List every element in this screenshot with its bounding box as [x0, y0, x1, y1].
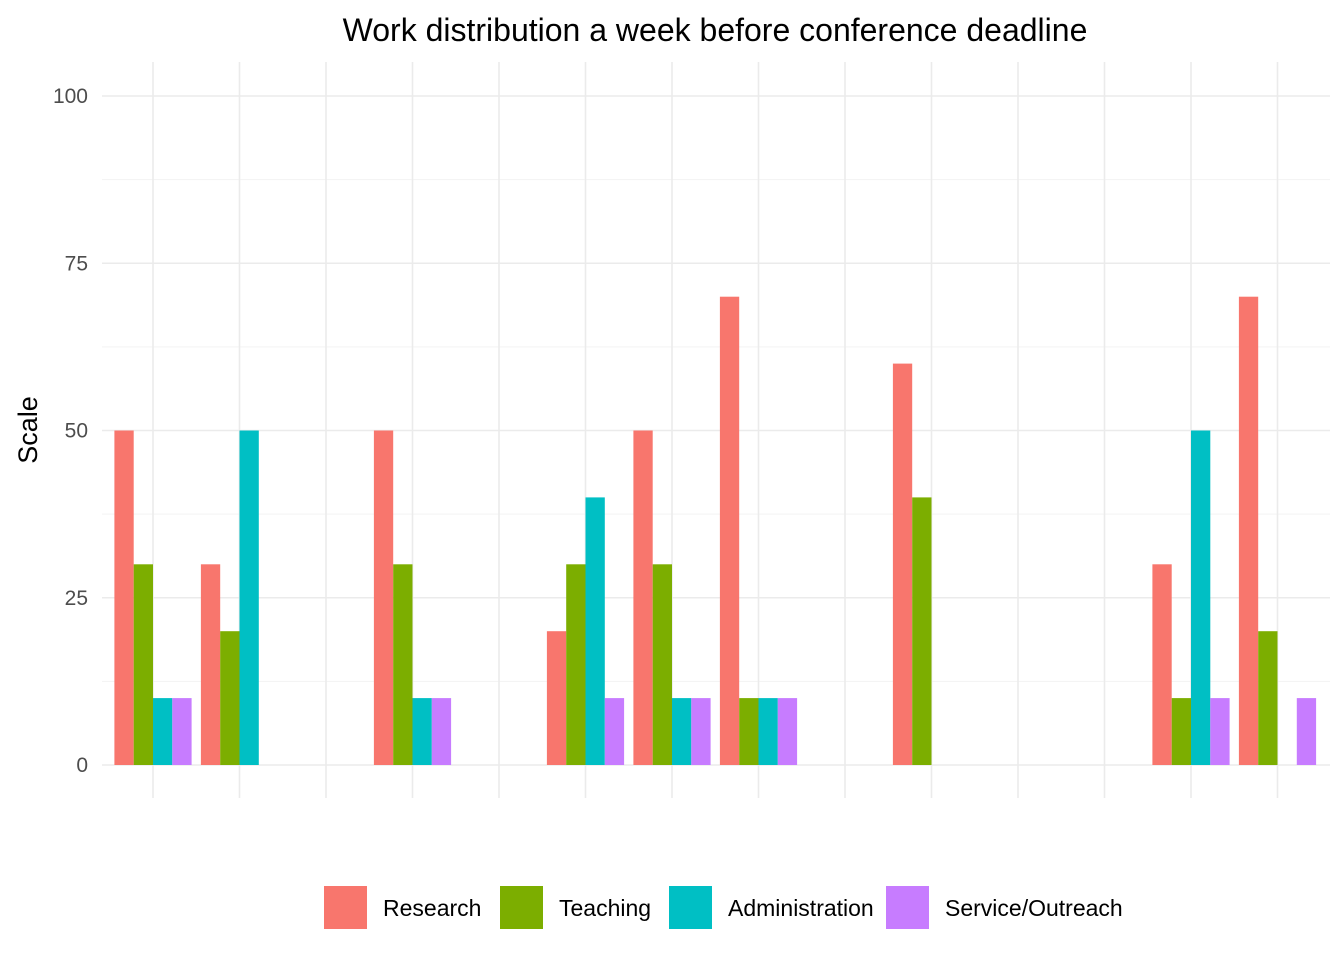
bar-teaching	[220, 631, 240, 765]
bar-administration	[412, 698, 432, 765]
legend-label: Teaching	[559, 895, 651, 921]
bar-teaching	[739, 698, 759, 765]
bar-administration	[672, 698, 692, 765]
legend-label: Research	[383, 895, 481, 921]
bar-teaching	[1171, 698, 1191, 765]
bar-research	[200, 564, 221, 765]
legend-label: Administration	[728, 895, 874, 921]
bar-administration	[1191, 430, 1211, 765]
legend-key	[669, 886, 712, 929]
bar-administration	[153, 698, 173, 765]
bar-teaching	[133, 564, 153, 765]
bar-service-outreach	[431, 698, 452, 765]
bar-administration	[239, 430, 259, 765]
grid-layer	[102, 62, 1330, 798]
y-tick-label: 50	[65, 420, 88, 443]
bar-research	[114, 430, 134, 765]
y-axis-title: Scale	[13, 396, 43, 464]
bar-research	[719, 296, 740, 765]
y-tick-label: 25	[65, 587, 88, 610]
bar-teaching	[393, 564, 413, 765]
bar-service-outreach	[172, 698, 192, 765]
legend-key	[500, 886, 543, 929]
bar-service-outreach	[1210, 698, 1230, 765]
bar-teaching	[652, 564, 672, 765]
bar-teaching	[1258, 631, 1278, 765]
legend-key	[886, 886, 929, 929]
bar-research	[1152, 564, 1172, 765]
y-axis-ticks: 0 25 50 75 100	[53, 85, 88, 777]
y-tick-label: 100	[53, 85, 88, 108]
chart-title: Work distribution a week before conferen…	[343, 12, 1088, 48]
bar-teaching	[566, 564, 586, 765]
bar-research	[546, 631, 567, 765]
bar-service-outreach	[777, 698, 798, 765]
legend: Research Teaching Administration Service/Ou…	[324, 886, 1123, 929]
legend-key	[324, 886, 367, 929]
bar-administration	[585, 497, 605, 765]
bar-research	[373, 430, 394, 765]
bar-research	[633, 430, 653, 765]
bar-research	[892, 363, 913, 765]
bar-service-outreach	[1296, 698, 1317, 765]
bar-layer	[114, 296, 1317, 765]
legend-label: Service/Outreach	[945, 895, 1123, 921]
bar-service-outreach	[604, 698, 625, 765]
bar-research	[1238, 296, 1259, 765]
bar-service-outreach	[691, 698, 711, 765]
y-tick-label: 75	[65, 252, 88, 275]
bar-teaching	[912, 497, 932, 765]
bar-administration	[758, 698, 778, 765]
y-tick-label: 0	[76, 754, 88, 777]
